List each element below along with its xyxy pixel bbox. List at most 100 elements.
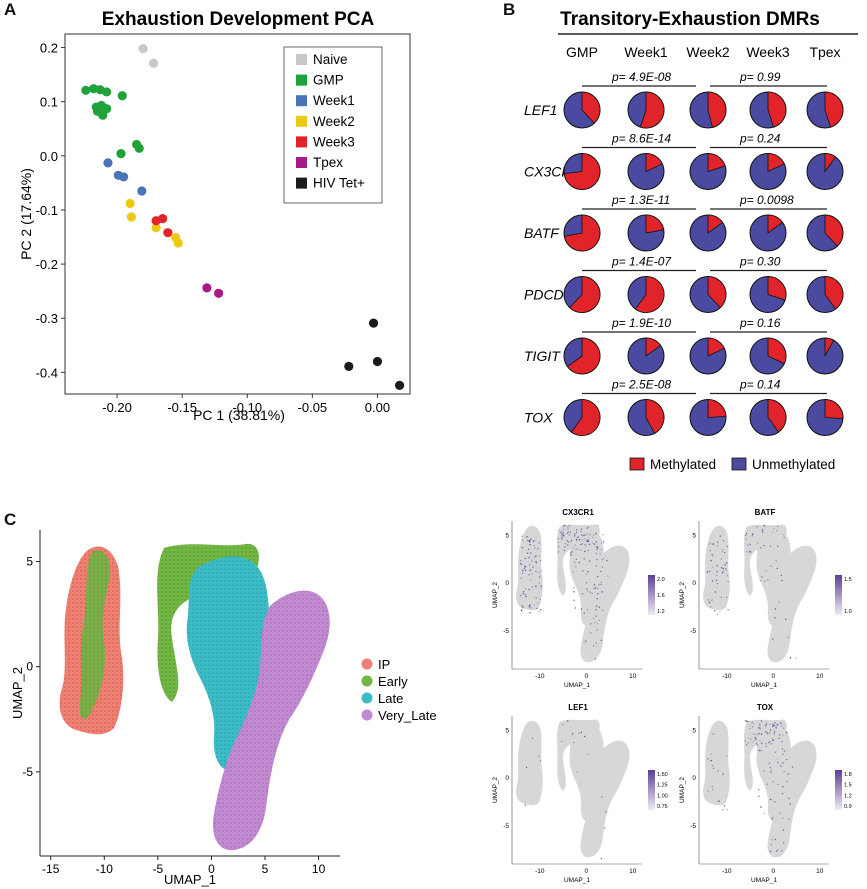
feature-cell — [764, 725, 767, 727]
feature-cell — [751, 535, 753, 537]
feature-cell — [571, 551, 573, 553]
feature-cell — [560, 530, 563, 532]
feature-cell — [789, 803, 791, 805]
feature-cell — [594, 587, 596, 590]
feature-cell — [597, 576, 599, 578]
feature-cell — [581, 543, 583, 545]
feature-scale-label: 1.5 — [844, 783, 852, 789]
feature-cell — [600, 570, 602, 573]
feature-cell — [601, 591, 603, 593]
feature-cell — [566, 540, 568, 542]
feature-cell — [539, 598, 541, 601]
feature-cell-region — [703, 525, 730, 611]
feature-cell — [709, 549, 711, 552]
feature-cell — [711, 553, 713, 556]
feature-cell — [782, 786, 784, 788]
feature-cell — [772, 739, 774, 742]
feature-cell — [538, 571, 540, 574]
feature-cell — [594, 658, 596, 660]
feature-cell — [707, 790, 709, 792]
feature-cell — [720, 596, 722, 599]
umap-chart: -15 -10 -5 0 5 10 5 0 -5 IP Early Late Very_Late UM… — [10, 530, 437, 887]
feature-cell — [578, 539, 581, 541]
feature-cell — [709, 601, 711, 604]
feature-cell — [774, 751, 777, 754]
feature-cell — [602, 533, 604, 536]
feature-cell — [722, 773, 724, 775]
pca-point-week2 — [173, 238, 183, 248]
pca-point-week2 — [125, 198, 135, 209]
feature-cell — [529, 612, 531, 614]
feature-cell — [576, 540, 578, 542]
feature-cell — [595, 586, 597, 588]
pca-y-tick-label: -0.1 — [36, 203, 58, 218]
feature-x-tick-label: 10 — [629, 673, 637, 680]
feature-cells — [516, 524, 630, 663]
feature-cell — [570, 552, 572, 554]
dmr-p-value-right: p= 0.0098 — [739, 193, 794, 207]
feature-cell — [578, 561, 580, 564]
feature-cell — [755, 742, 757, 745]
feature-cell — [530, 569, 532, 571]
feature-cell — [575, 538, 578, 541]
feature-cell — [778, 737, 780, 739]
feature-cell — [587, 526, 590, 529]
feature-cell — [557, 541, 560, 543]
feature-cell — [726, 755, 728, 757]
dmr-pie-methylated — [767, 337, 787, 365]
pca-title: Exhaustion Development PCA — [102, 9, 375, 30]
feature-cell — [774, 838, 776, 841]
panel-label-c: C — [4, 510, 17, 529]
feature-cell — [726, 574, 729, 577]
feature-cell — [521, 539, 523, 541]
feature-cell — [595, 532, 597, 535]
feature-cell — [561, 533, 563, 535]
feature-cell — [777, 783, 779, 786]
feature-cell — [777, 849, 779, 851]
feature-cell — [759, 579, 762, 582]
feature-cell — [574, 544, 576, 546]
feature-cell — [757, 745, 759, 747]
feature-cell — [744, 740, 746, 742]
feature-cell — [769, 732, 771, 734]
feature-cell — [749, 724, 751, 726]
feature-cell — [576, 771, 579, 773]
feature-cell — [564, 524, 566, 527]
dmr-pie-methylated — [707, 153, 726, 173]
feature-cell — [586, 753, 589, 755]
feature-scale-label: 1.25 — [657, 783, 668, 789]
feature-cell — [561, 534, 563, 536]
feature-cell — [562, 531, 564, 534]
feature-cell — [531, 586, 533, 589]
dmr-legend-label: Unmethylated — [752, 457, 835, 472]
feature-cell — [534, 585, 537, 587]
feature-cell — [573, 591, 575, 593]
feature-cell — [596, 546, 598, 548]
feature-cell — [575, 548, 578, 550]
dmr-p-value-right: p= 0.14 — [739, 378, 781, 392]
feature-cell — [607, 575, 609, 577]
dmr-pie-methylated — [767, 214, 784, 234]
feature-cell — [575, 566, 577, 568]
feature-cell — [520, 577, 522, 579]
pca-y-tick-label: 0.0 — [40, 149, 58, 164]
pca-point-gmp — [102, 87, 112, 97]
feature-cell — [582, 534, 585, 537]
feature-cell — [532, 566, 534, 568]
feature-cell — [750, 551, 752, 553]
feature-cell — [589, 533, 591, 536]
pca-x-tick-label: -0.15 — [167, 400, 197, 415]
feature-plot-title: TOX — [757, 703, 774, 712]
pca-x-tick-label: -0.20 — [102, 400, 132, 415]
feature-cell — [561, 538, 563, 540]
feature-cell — [766, 783, 769, 785]
feature-cell — [528, 541, 531, 543]
feature-cell — [587, 549, 589, 552]
feature-cell — [769, 545, 772, 548]
feature-cell — [770, 565, 772, 567]
feature-cell — [524, 557, 526, 560]
feature-cell — [572, 571, 574, 573]
feature-cell — [769, 729, 772, 731]
feature-cell — [761, 529, 764, 531]
feature-cell — [520, 609, 523, 612]
